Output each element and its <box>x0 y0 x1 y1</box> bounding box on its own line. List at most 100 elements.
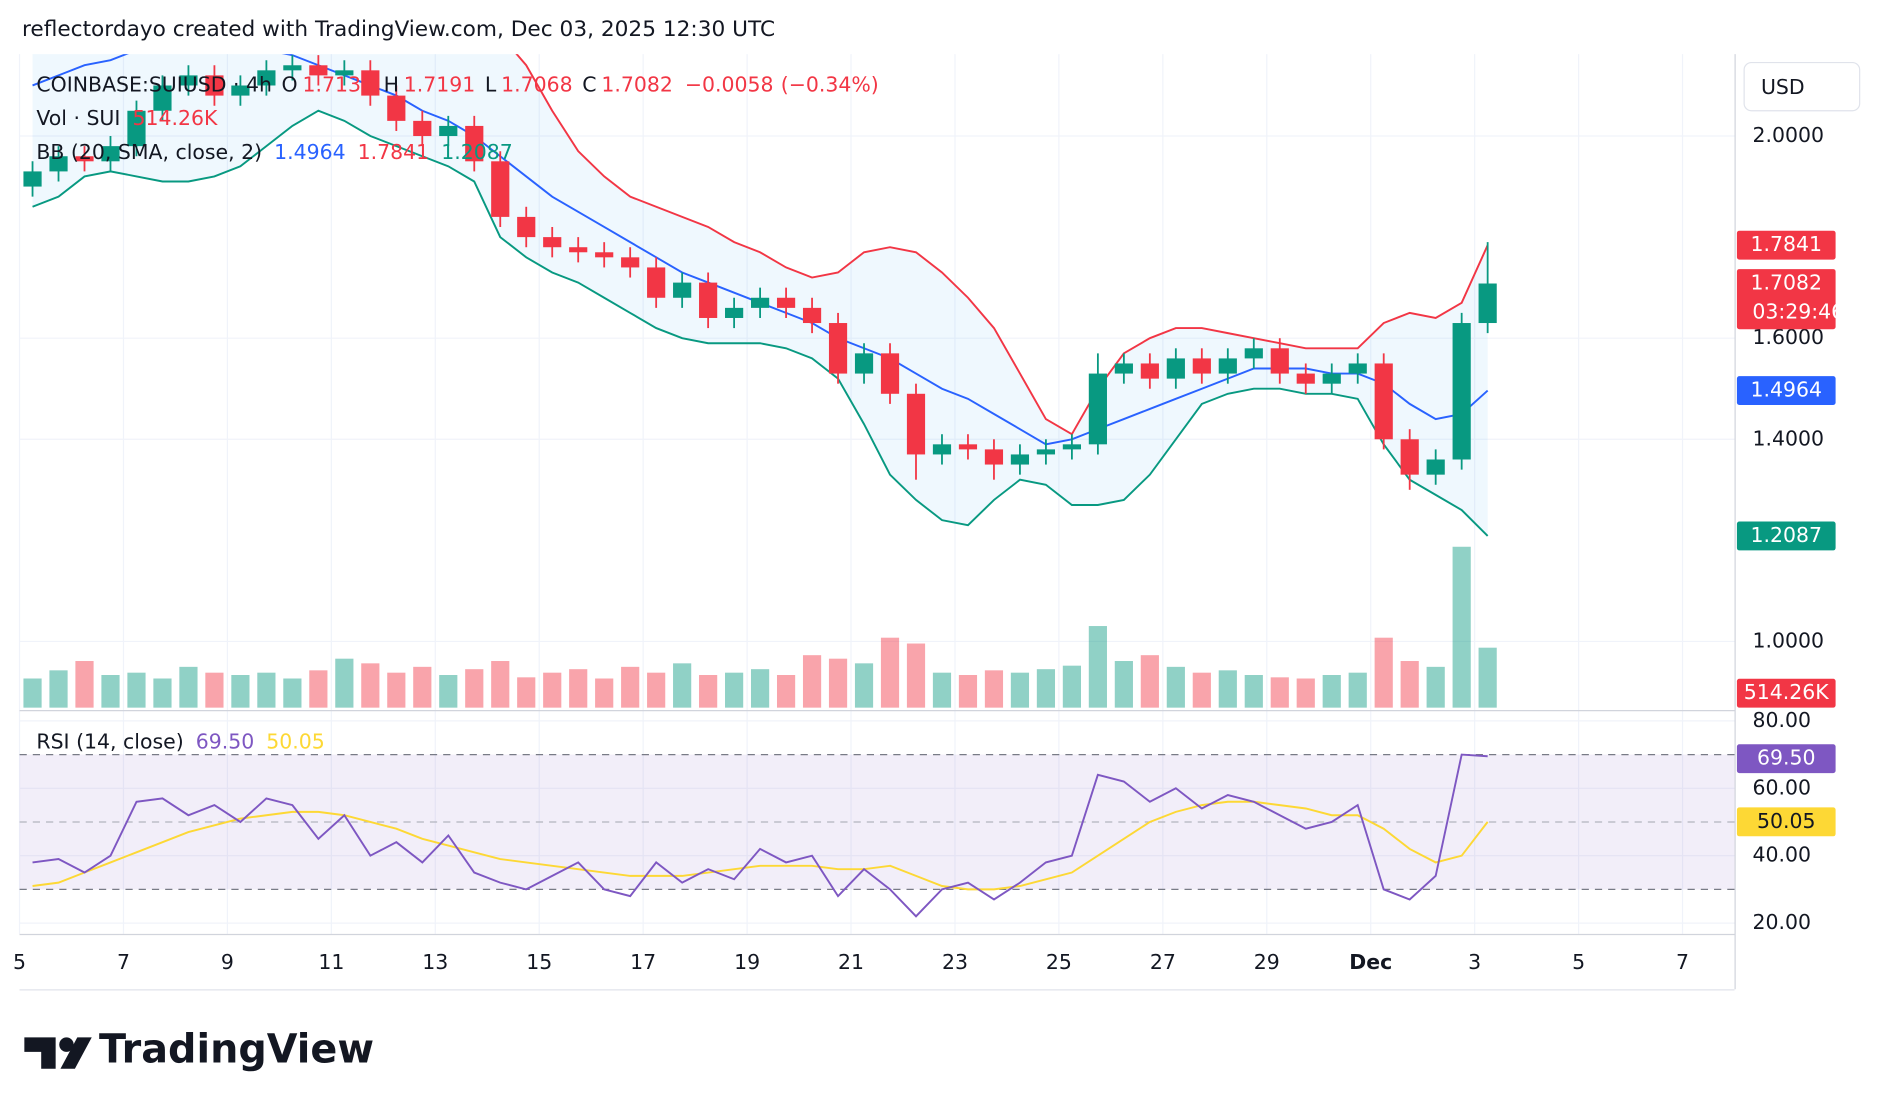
x-tick-label: 23 <box>942 950 968 974</box>
currency-button[interactable] <box>1743 61 1861 112</box>
candle-body <box>1192 358 1211 374</box>
l-label: L <box>485 72 497 96</box>
volume-bar <box>647 672 666 708</box>
volume-bar <box>725 672 744 708</box>
logo-text: TradingView <box>99 1026 374 1072</box>
x-tick-label: 5 <box>1572 950 1585 974</box>
volume-bar <box>699 675 718 708</box>
x-tick-label: 5 <box>13 950 26 974</box>
grid <box>18 54 1735 934</box>
candle-body <box>725 307 744 318</box>
volume-bar <box>1426 666 1445 708</box>
rsi-tick-label: 40.00 <box>1753 843 1812 867</box>
volume-bar <box>335 658 354 708</box>
x-tick-label: 7 <box>1676 950 1689 974</box>
candle-body <box>854 353 874 374</box>
x-tick-label: 3 <box>1468 950 1481 974</box>
candle-body <box>958 444 978 450</box>
volume-value: 514.26K <box>132 106 218 130</box>
volume-bar <box>257 672 276 708</box>
volume-bar <box>153 678 172 708</box>
legend-ohlc: COINBASE:SUIUSD · 4h O 1.7135 H 1.7191 L 1.706… <box>36 72 878 96</box>
h-value: 1.7191 <box>404 72 476 96</box>
candle-body <box>1218 358 1237 374</box>
y-tick-label: 2.0000 <box>1753 123 1825 147</box>
bb-lower-value: 1.2087 <box>441 140 513 164</box>
bb-basis-box <box>1736 376 1836 405</box>
x-tick-label: 15 <box>526 950 552 974</box>
l-value: 1.7068 <box>501 72 573 96</box>
x-tick-label: 19 <box>734 950 760 974</box>
candle-body <box>49 156 68 172</box>
rsi-ma-box <box>1736 807 1836 837</box>
candle-body <box>906 393 926 455</box>
volume-bar <box>1140 655 1159 708</box>
candle-body <box>23 171 42 187</box>
candle-body <box>1478 283 1497 324</box>
legend-rsi: RSI (14, close) 69.50 50.05 <box>36 730 324 754</box>
candle-body <box>932 444 952 455</box>
candle-body <box>75 156 94 162</box>
candle-body <box>257 70 276 86</box>
price-label: 1.7082 <box>1750 271 1822 295</box>
rsi-value: 69.50 <box>196 730 255 754</box>
candle-body <box>517 216 536 238</box>
volume-bar <box>776 675 796 708</box>
rsi-ma-line <box>32 800 1489 891</box>
volume-bar <box>283 678 302 708</box>
volume-bar <box>75 661 94 708</box>
bb-lower-box <box>1736 521 1836 551</box>
volume-bar <box>205 672 224 708</box>
volume-bar <box>984 670 1004 708</box>
volume-bar <box>1452 546 1471 708</box>
candle-body <box>828 323 848 374</box>
y-tick-label: 1.4000 <box>1753 426 1825 450</box>
volume-bar <box>1478 647 1497 708</box>
candle-body <box>647 267 666 298</box>
volume-bar <box>958 675 978 708</box>
candle-body <box>231 85 250 96</box>
currency-label[interactable]: USD <box>1761 75 1805 99</box>
frame: USD <box>19 54 1861 991</box>
x-tick-label: 27 <box>1150 950 1176 974</box>
candle-body <box>595 252 614 258</box>
rsi-ma-value: 50.05 <box>266 730 325 754</box>
candle-body <box>439 125 458 137</box>
rsi-box <box>1736 744 1836 774</box>
x-tick-label: 21 <box>838 950 864 974</box>
candle-body <box>335 70 354 76</box>
bb-name: BB (20, SMA, close, 2) <box>36 140 262 164</box>
volume-bar <box>1218 670 1237 708</box>
candle-body <box>205 75 224 96</box>
candle-body <box>361 70 380 96</box>
volume-bar <box>179 666 198 708</box>
c-value: 1.7082 <box>601 72 673 96</box>
symbol: COINBASE:SUIUSD · 4h <box>36 72 272 96</box>
candle-body <box>1244 348 1263 359</box>
bb-upper-label: 1.7841 <box>1750 232 1822 256</box>
volume-bar <box>309 670 328 708</box>
price-box <box>1736 269 1836 330</box>
candle-body <box>621 257 640 268</box>
volume-bar <box>673 663 692 708</box>
candle-body <box>1114 363 1133 374</box>
volume-bar <box>101 675 120 708</box>
candle-body <box>1062 444 1081 450</box>
candle-body <box>101 146 120 162</box>
header: reflectordayo created with TradingView.c… <box>22 17 775 42</box>
candle-body <box>283 65 302 71</box>
volume-bar <box>1270 677 1289 708</box>
x-tick-label: 13 <box>422 950 448 974</box>
x-tick-label: 29 <box>1254 950 1280 974</box>
x-tick-label: 7 <box>117 950 130 974</box>
volume-bar <box>1244 675 1263 708</box>
volume-bar <box>387 672 406 708</box>
candle-body <box>1296 373 1315 384</box>
candle-body <box>1166 358 1185 379</box>
logo: TradingView <box>24 1026 374 1072</box>
logo-icon <box>60 1037 92 1069</box>
volume-bar <box>932 672 952 708</box>
rsi-label: 69.50 <box>1757 746 1816 770</box>
volume-bar <box>750 669 770 708</box>
